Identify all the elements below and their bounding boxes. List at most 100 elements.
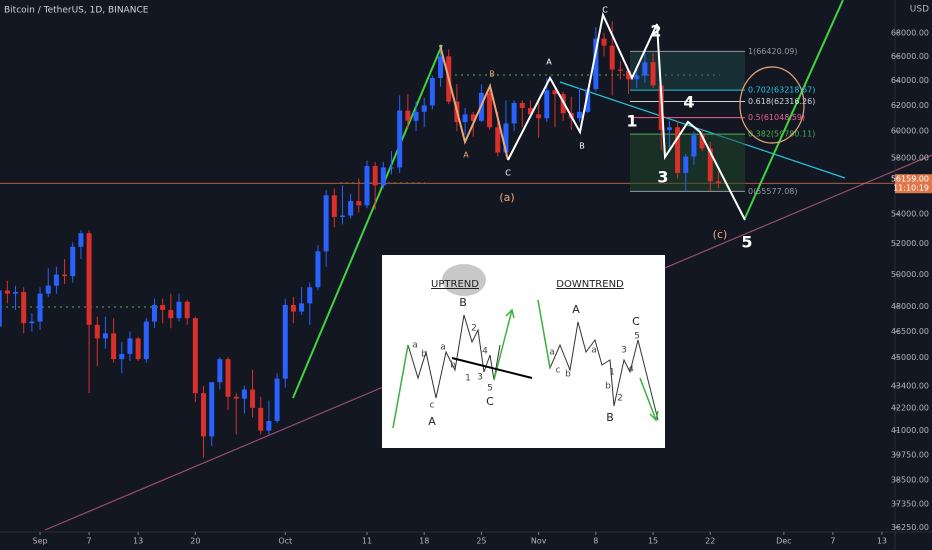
x-tick-label: 18 <box>419 537 429 546</box>
candle-body <box>429 78 435 106</box>
candle-body <box>609 45 615 70</box>
candle-body <box>290 305 296 312</box>
candle-body <box>13 292 19 294</box>
chart-title: Bitcoin / TetherUS, 1D, BINANCE <box>4 6 149 16</box>
y-tick-label: 60000.00 <box>891 127 929 136</box>
candle-body <box>135 338 141 360</box>
candle-body <box>78 233 84 247</box>
x-tick-label: Nov <box>531 537 547 546</box>
y-tick-label: 45000.00 <box>891 353 929 362</box>
candle-body <box>413 111 419 121</box>
candle-body <box>307 287 313 304</box>
candle-body <box>389 167 395 169</box>
x-tick-label: 11 <box>362 537 372 546</box>
inset-label: 2 <box>617 394 623 404</box>
wave-label: 5 <box>741 233 752 252</box>
candle-body <box>4 290 10 294</box>
last-price-box <box>895 174 932 194</box>
inset-label: b <box>421 350 427 360</box>
candle-body <box>209 382 215 437</box>
candle-body <box>577 111 583 119</box>
inset-label: 3 <box>621 346 627 356</box>
impulse-line <box>292 44 443 399</box>
candle-body <box>683 156 689 173</box>
candle-body <box>45 285 51 294</box>
x-tick-label: 20 <box>190 537 200 546</box>
candle-body <box>421 105 427 112</box>
candle-body <box>699 135 705 149</box>
candle-body <box>94 324 100 339</box>
candle-body <box>642 62 648 76</box>
candle-body <box>364 166 370 206</box>
candle-body <box>715 181 721 184</box>
candle-body <box>552 90 558 95</box>
candle-body <box>487 92 493 128</box>
projection-line <box>744 0 844 219</box>
inset-label: A <box>428 415 436 428</box>
inset-label: 1 <box>609 368 615 378</box>
candle-body <box>217 359 223 383</box>
wave-label: B <box>489 70 495 79</box>
wave-overlay: C 2 1 3 4 5 (a) (c) A B B A C <box>439 6 805 252</box>
inset-arrow <box>537 299 551 369</box>
y-tick-label: 43400.00 <box>891 381 929 390</box>
fib-band <box>630 51 745 91</box>
inset-arrow <box>649 410 659 422</box>
candle-body <box>241 389 247 399</box>
wave-line <box>439 44 509 161</box>
candle-body <box>86 233 92 325</box>
inset-label: B <box>606 411 614 424</box>
y-tick-label: 42200.00 <box>891 403 929 412</box>
x-tick-label: Dec <box>776 537 791 546</box>
inset-label: b <box>565 370 571 380</box>
inset-label: C <box>486 395 494 408</box>
fib-label: 0(55577.08) <box>748 187 798 196</box>
inset-background <box>382 255 665 448</box>
candle-body <box>62 274 68 277</box>
inset-label: a <box>412 341 418 351</box>
inset-label: c <box>430 401 435 411</box>
fib-label: 0.618(62316.26) <box>748 97 815 106</box>
wave-label: C <box>602 6 608 15</box>
wave-line <box>507 11 746 221</box>
candle-body <box>503 123 509 153</box>
inset-label: A <box>572 303 580 316</box>
candle-body <box>666 127 672 130</box>
y-tick-label: 62000.00 <box>891 101 929 110</box>
inset-label: a <box>591 346 597 356</box>
x-tick-label: 13 <box>133 537 143 546</box>
countdown-label: 11:10:19 <box>893 184 929 193</box>
y-tick-label: 46500.00 <box>891 327 929 336</box>
inset-wave <box>392 314 501 429</box>
y-tick-label: 37350.00 <box>891 499 929 508</box>
inset-label: 5 <box>487 384 493 394</box>
wave-label: 4 <box>683 93 694 112</box>
candle-body <box>168 309 174 319</box>
candle-body <box>519 102 525 108</box>
wave-label: A <box>546 58 552 67</box>
y-tick-label: 64000.00 <box>891 76 929 85</box>
candle-body <box>299 303 305 312</box>
candle-body <box>470 114 476 121</box>
candle-body <box>675 127 681 173</box>
candle-body <box>495 127 501 153</box>
inset-label: a <box>440 343 446 353</box>
wave-label: B <box>579 142 585 151</box>
inset-arrow <box>505 308 515 319</box>
last-price-label: 56159.00 <box>891 175 929 184</box>
candle-body <box>544 90 550 119</box>
candle-body <box>29 321 35 324</box>
inset-highlight <box>442 264 486 296</box>
inset-label: 3 <box>477 373 483 383</box>
currency-label: USD <box>910 5 929 15</box>
inset-label: 2 <box>471 324 477 334</box>
candle-body <box>225 359 231 397</box>
candle-body <box>258 407 264 431</box>
candle-body <box>372 166 378 186</box>
candle-body <box>127 338 133 354</box>
inset-title: DOWNTREND <box>556 279 624 290</box>
x-tick-label: Sep <box>33 537 48 546</box>
candle-body <box>111 333 117 360</box>
candle-body <box>119 353 125 360</box>
